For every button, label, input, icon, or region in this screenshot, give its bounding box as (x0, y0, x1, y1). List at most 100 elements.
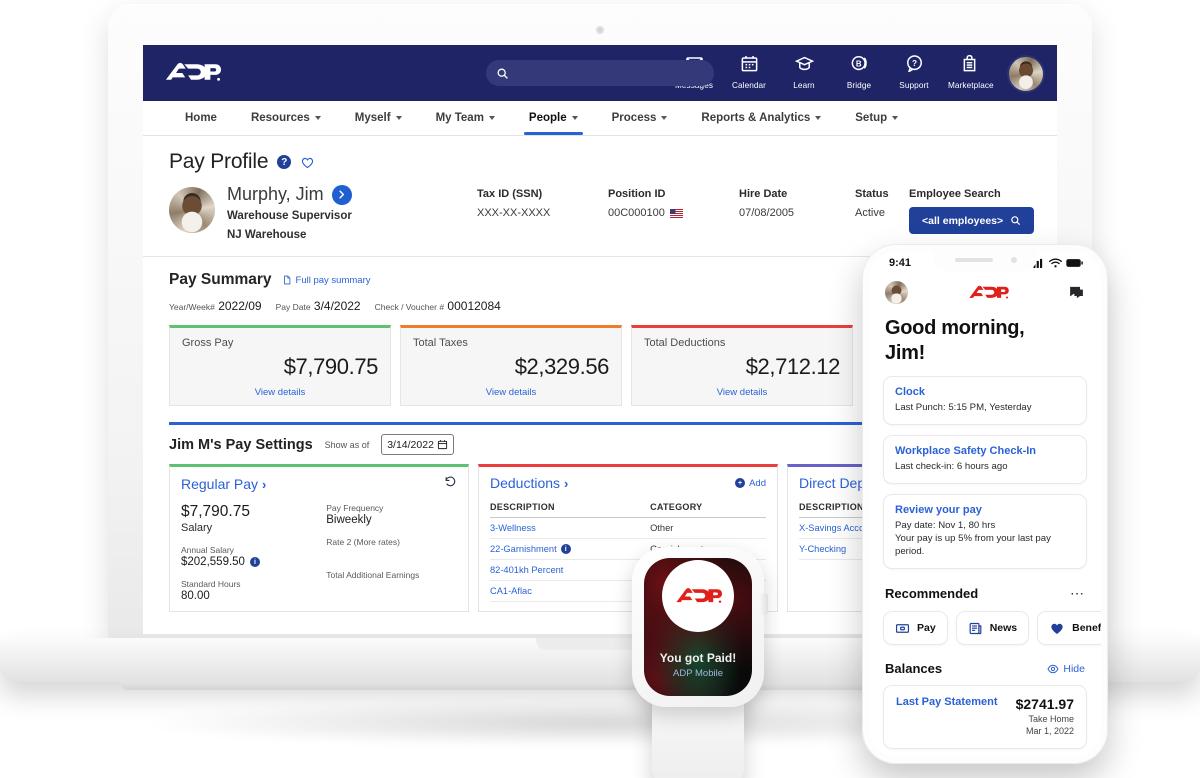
top-icon-bridge[interactable]: B Bridge (838, 54, 880, 93)
nav-item-home[interactable]: Home (168, 101, 234, 136)
search-icon (1011, 216, 1021, 226)
card-view-details-link[interactable]: View details (716, 387, 768, 398)
hide-balances-button[interactable]: Hide (1047, 663, 1085, 675)
chevron-down-icon (815, 116, 822, 120)
calendar-icon (728, 54, 770, 73)
cell-category: Other (650, 517, 766, 539)
field-tax-id: Tax ID (SSN) XXX-XX-XXXX (477, 188, 608, 234)
employee-location: NJ Warehouse (227, 229, 307, 241)
regular-pay-title-link[interactable]: Regular Pay › (181, 476, 266, 492)
phone-user-avatar[interactable] (885, 281, 908, 304)
chip-label: Pay (917, 622, 936, 634)
annual-salary-label: Annual Salary (181, 545, 234, 555)
chip-pay[interactable]: Pay (883, 611, 948, 645)
global-search[interactable] (486, 60, 714, 86)
regular-pay-type: Salary (181, 522, 213, 534)
info-icon[interactable]: i (249, 557, 260, 567)
summary-card-total-taxes[interactable]: Total Taxes $2,329.56 View details (400, 325, 622, 406)
watch-crown[interactable] (760, 593, 768, 615)
user-avatar[interactable] (1007, 54, 1045, 93)
employee-name: Murphy, Jim (227, 184, 324, 204)
adp-logo-icon[interactable] (163, 60, 221, 86)
summary-card-total-deductions[interactable]: Total Deductions $2,712.12 View details (631, 325, 853, 406)
nav-item-setup[interactable]: Setup (838, 101, 915, 136)
phone-card-review-pay[interactable]: Review your pay Pay date: Nov 1, 80 hrs … (883, 494, 1087, 569)
chip-label: News (989, 622, 1018, 634)
employee-search-button[interactable]: <all employees> (909, 207, 1035, 234)
top-icon-label: Support (899, 80, 929, 90)
chip-news[interactable]: News (955, 611, 1030, 645)
employee-search-block: Employee Search <all employees> (909, 188, 1040, 234)
card-title: Workplace Safety Check-In (895, 445, 1037, 457)
cell-description[interactable]: CA1-Aflac (490, 580, 651, 602)
nav-label: My Team (435, 112, 484, 124)
cell-description-row[interactable]: 22-Garnishment i (490, 538, 651, 560)
card-title: Review your pay (895, 504, 982, 516)
overflow-menu-icon[interactable]: ⋯ (1070, 585, 1085, 601)
chevron-down-icon (314, 116, 321, 120)
greeting-line-2: Jim! (885, 342, 925, 364)
chevron-down-icon (395, 116, 402, 120)
panel-regular-pay: Regular Pay › $7,790.75 Salary Annual Sa… (169, 464, 469, 612)
table-row[interactable]: 3-Wellness Other (490, 517, 766, 539)
cell-description[interactable]: 3-Wellness (490, 517, 651, 539)
balance-sub-label: Take Home (1028, 714, 1074, 724)
card-label: Total Taxes (413, 337, 468, 349)
phone-card-clock[interactable]: Clock Last Punch: 5:15 PM, Yesterday (883, 376, 1087, 425)
recommended-title: Recommended (885, 586, 979, 601)
search-input[interactable] (486, 60, 714, 86)
nav-item-people[interactable]: People (512, 101, 595, 136)
info-icon[interactable]: i (560, 544, 571, 554)
history-refresh-icon[interactable] (444, 475, 457, 493)
chip-benefits-enrollment[interactable]: Benefits En (1037, 611, 1101, 645)
employee-detail-arrow-icon[interactable] (331, 184, 352, 205)
top-icon-learn[interactable]: Learn (783, 54, 825, 93)
nav-label: People (528, 112, 567, 124)
deductions-add-button[interactable]: + Add (735, 478, 766, 489)
employee-avatar (169, 187, 215, 233)
top-icon-label: Learn (793, 80, 815, 90)
nav-label: Resources (250, 112, 310, 124)
rate2-label: Rate 2 (More rates) (326, 537, 400, 547)
bridge-icon: B (838, 54, 880, 73)
smartphone-device: 9:41 (862, 244, 1108, 764)
nav-item-process[interactable]: Process (595, 101, 685, 136)
meta-value: 00012084 (447, 299, 501, 313)
nav-item-resources[interactable]: Resources (234, 101, 338, 136)
balance-card-last-pay-statement[interactable]: Last Pay Statement $2741.97 Take Home Ma… (883, 685, 1087, 749)
help-icon[interactable]: ? (277, 155, 292, 169)
full-pay-summary-link[interactable]: Full pay summary (282, 275, 371, 286)
table-header-row: DESCRIPTION CATEGORY (490, 498, 766, 518)
top-icon-support[interactable]: ? Support (893, 54, 935, 93)
card-view-details-link[interactable]: View details (254, 387, 306, 398)
card-view-details-link[interactable]: View details (485, 387, 537, 398)
phone-app-header (869, 269, 1101, 304)
total-additional-earnings-label: Total Additional Earnings (326, 570, 420, 580)
top-icon-marketplace[interactable]: Marketplace (948, 54, 994, 93)
standard-hours-label: Standard Hours (181, 579, 241, 589)
top-icon-calendar[interactable]: Calendar (728, 54, 770, 93)
employee-search-button-label: <all employees> (922, 214, 1004, 227)
nav-item-my-team[interactable]: My Team (419, 101, 512, 136)
chevron-down-icon (488, 116, 495, 120)
meta-value: 3/4/2022 (313, 299, 361, 313)
nav-label: Reports & Analytics (701, 112, 811, 124)
column-header-category: CATEGORY (650, 498, 766, 518)
pay-frequency-value: Biweekly (326, 514, 372, 526)
regular-pay-grid: $7,790.75 Salary Annual Salary $202,559.… (181, 503, 457, 602)
favorite-heart-icon[interactable] (300, 155, 315, 170)
status-badge: Active (855, 207, 885, 219)
summary-card-gross-pay[interactable]: Gross Pay $7,790.75 View details (169, 325, 391, 406)
show-as-of-date-input[interactable]: 3/14/2022 (381, 434, 455, 455)
nav-item-myself[interactable]: Myself (338, 101, 419, 136)
deductions-title-link[interactable]: Deductions › (490, 475, 568, 491)
card-amount: $2,712.12 (745, 354, 841, 379)
chat-bubble-icon[interactable] (1068, 284, 1085, 301)
page-title: Pay Profile (169, 150, 269, 173)
top-icon-label: Calendar (731, 80, 767, 90)
phone-card-safety-checkin[interactable]: Workplace Safety Check-In Last check-in:… (883, 435, 1087, 484)
field-position-id: Position ID 00C000100 (608, 188, 739, 234)
cell-description[interactable]: 82-401kh Percent (490, 559, 651, 581)
search-icon (497, 68, 508, 79)
nav-item-reports-analytics[interactable]: Reports & Analytics (684, 101, 838, 136)
